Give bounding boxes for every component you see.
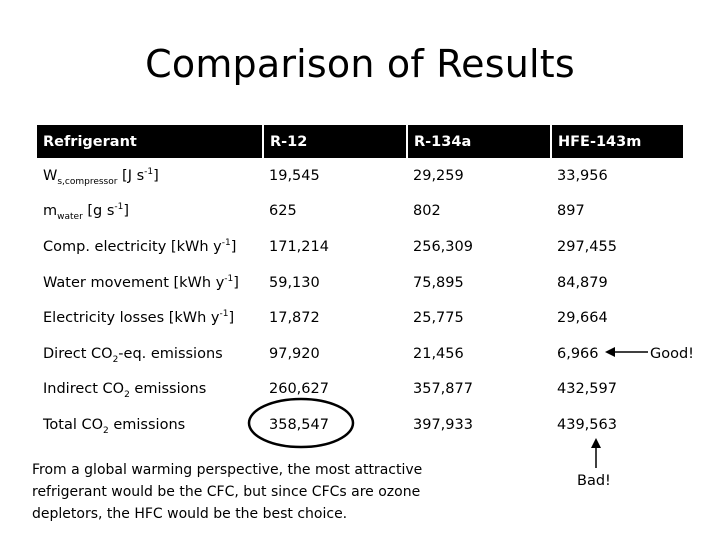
cell-hfe143m: 439,563 <box>557 416 617 433</box>
cell-hfe143m: 297,455 <box>557 238 617 255</box>
cell-hfe143m: 6,966 <box>557 345 599 362</box>
cell-r134a: 75,895 <box>413 274 464 291</box>
header-r12: R-12 <box>263 125 408 158</box>
table-row: Indirect CO2 emissions 260,627 357,877 4… <box>37 372 683 408</box>
cell-hfe143m: 84,879 <box>557 274 608 291</box>
cell-r134a: 802 <box>413 203 441 220</box>
cell-r12: 97,920 <box>269 345 320 362</box>
cell-r12: 19,545 <box>269 167 320 184</box>
table-row: Direct CO2-eq. emissions 97,920 21,456 6… <box>37 336 683 372</box>
table-row: Electricity losses [kWh y-1] 17,872 25,7… <box>37 300 683 336</box>
slide-title: Comparison of Results <box>145 42 575 86</box>
row-label: Electricity losses [kWh y-1] <box>43 309 235 327</box>
cell-r134a: 357,877 <box>413 381 473 398</box>
row-label: Direct CO2-eq. emissions <box>43 345 223 365</box>
cell-r134a: 397,933 <box>413 416 473 433</box>
table-row: Total CO2 emissions 358,547 397,933 439,… <box>37 407 683 443</box>
header-r134a: R-134a <box>407 125 552 158</box>
row-label: Comp. electricity [kWh y-1] <box>43 238 237 255</box>
cell-r12: 625 <box>269 203 297 220</box>
row-label: mwater [g s-1] <box>43 202 130 223</box>
header-refrigerant: Refrigerant <box>37 125 264 158</box>
table-row: Water movement [kWh y-1] 59,130 75,895 8… <box>37 265 683 301</box>
table-row: Ws,compressor [J s-1] 19,545 29,259 33,9… <box>37 158 683 194</box>
cell-r12: 17,872 <box>269 310 320 327</box>
header-hfe143m: HFE-143m <box>551 125 683 158</box>
cell-r12: 358,547 <box>269 416 329 433</box>
cell-r12: 171,214 <box>269 238 329 255</box>
cell-r134a: 29,259 <box>413 167 464 184</box>
row-label: Ws,compressor [J s-1] <box>43 166 159 187</box>
row-label: Total CO2 emissions <box>43 416 186 436</box>
good-annotation: Good! <box>650 346 694 362</box>
cell-hfe143m: 432,597 <box>557 381 617 398</box>
table-row: mwater [g s-1] 625 802 897 <box>37 194 683 230</box>
cell-hfe143m: 897 <box>557 203 585 220</box>
results-table: Refrigerant R-12 R-134a HFE-143m Ws,comp… <box>37 125 683 443</box>
bad-annotation: Bad! <box>577 473 611 489</box>
cell-r12: 260,627 <box>269 381 329 398</box>
conclusion-note: From a global warming perspective, the m… <box>32 462 423 522</box>
cell-r134a: 21,456 <box>413 345 464 362</box>
table-header-row: Refrigerant R-12 R-134a HFE-143m <box>37 125 683 158</box>
cell-hfe143m: 33,956 <box>557 167 608 184</box>
row-label: Indirect CO2 emissions <box>43 381 207 401</box>
cell-r12: 59,130 <box>269 274 320 291</box>
cell-hfe143m: 29,664 <box>557 310 608 327</box>
cell-r134a: 25,775 <box>413 310 464 327</box>
table-row: Comp. electricity [kWh y-1] 171,214 256,… <box>37 229 683 265</box>
cell-r134a: 256,309 <box>413 238 473 255</box>
row-label: Water movement [kWh y-1] <box>43 273 239 291</box>
